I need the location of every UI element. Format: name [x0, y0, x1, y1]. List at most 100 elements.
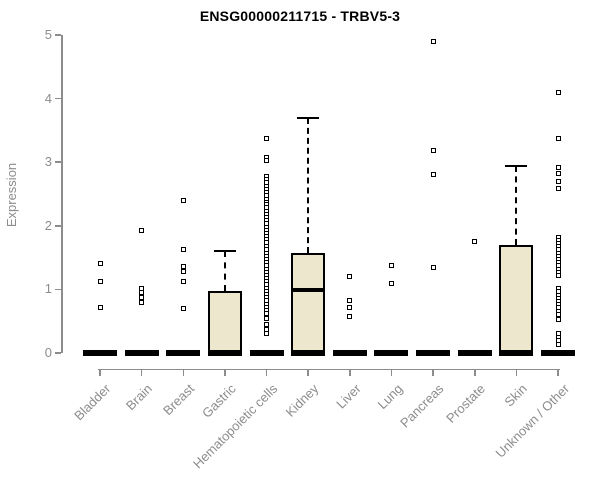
outlier-point: [264, 330, 270, 336]
outlier-point: [555, 317, 561, 323]
box-skin: [499, 244, 534, 353]
zero-median-bar-kidney: [291, 350, 326, 356]
outlier-point: [139, 227, 145, 233]
x-axis-label-gastric: Gastric: [198, 381, 239, 421]
x-tick-mark: [515, 369, 518, 376]
outlier-point: [555, 170, 561, 176]
zero-median-bar-breast: [166, 350, 201, 356]
outlier-point: [555, 178, 561, 184]
x-tick-mark: [265, 369, 268, 376]
y-tick-label: 0: [44, 345, 52, 360]
median-kidney: [291, 288, 326, 293]
y-tick-mark: [55, 288, 61, 291]
y-tick-mark: [55, 352, 61, 354]
x-tick-mark: [307, 369, 309, 376]
x-tick-mark: [99, 369, 101, 376]
zero-median-bar-bladder: [83, 350, 117, 356]
x-tick-mark: [224, 369, 226, 376]
zero-median-bar-lung: [374, 350, 409, 356]
box-kidney: [291, 252, 326, 353]
zero-median-bar-hematopoietic-cells: [249, 350, 284, 356]
x-tick-mark: [140, 369, 143, 376]
whisker-gastric: [223, 251, 226, 292]
outlier-point: [139, 294, 145, 300]
x-axis-label-brain: Brain: [123, 381, 156, 414]
outlier-point: [180, 247, 186, 253]
outlier-point: [97, 304, 103, 310]
outlier-point: [472, 238, 478, 244]
outlier-point: [347, 314, 353, 320]
x-tick-mark: [557, 369, 559, 376]
outlier-point: [555, 165, 561, 171]
zero-median-bar-gastric: [207, 350, 242, 356]
y-tick-label: 2: [44, 217, 52, 233]
outlier-point: [555, 272, 561, 278]
zero-median-bar-prostate: [457, 350, 492, 356]
outlier-point: [180, 305, 186, 311]
y-tick-mark: [55, 97, 61, 100]
y-tick-label: 1: [44, 281, 52, 297]
outlier-point: [555, 186, 561, 192]
outlier-point: [264, 321, 270, 327]
zero-median-bar-pancreas: [416, 350, 451, 356]
y-tick-mark: [55, 34, 61, 36]
x-axis-label-bladder: Bladder: [71, 381, 114, 424]
outlier-point: [555, 312, 561, 318]
x-tick-mark: [390, 369, 393, 376]
x-axis-line: [98, 368, 561, 370]
whisker-skin: [515, 166, 518, 245]
x-axis-label-lung: Lung: [374, 381, 406, 413]
zero-median-bar-unknown-other: [541, 350, 576, 356]
outlier-point: [555, 342, 561, 348]
x-axis-label-pancreas: Pancreas: [397, 381, 447, 431]
y-axis-title: Expression: [4, 162, 19, 228]
y-axis-line: [61, 35, 63, 353]
outlier-point: [180, 269, 186, 275]
x-tick-mark: [182, 369, 185, 376]
x-axis-label-kidney: Kidney: [283, 381, 322, 420]
outlier-point: [180, 264, 186, 269]
x-axis-label-liver: Liver: [332, 381, 364, 412]
outlier-point: [388, 263, 394, 269]
zero-median-bar-brain: [124, 350, 159, 356]
outlier-point: [347, 305, 353, 311]
whisker-cap-gastric: [213, 250, 236, 253]
x-axis-label-prostate: Prostate: [443, 381, 489, 426]
y-tick-mark: [55, 225, 61, 227]
outlier-point: [388, 280, 394, 286]
outlier-point: [430, 171, 436, 177]
chart-title: ENSG00000211715 - TRBV5-3: [199, 8, 401, 24]
outlier-point: [264, 158, 270, 164]
outlier-point: [347, 298, 353, 304]
x-tick-mark: [349, 369, 351, 376]
outlier-point: [347, 274, 353, 280]
outlier-point: [430, 148, 436, 154]
box-gastric: [207, 291, 242, 353]
outlier-point: [430, 39, 436, 45]
x-tick-mark: [432, 369, 434, 376]
x-axis-label-breast: Breast: [159, 381, 197, 419]
outlier-point: [97, 260, 103, 266]
outlier-point: [97, 279, 103, 285]
y-tick-mark: [55, 161, 61, 163]
y-tick-label: 4: [44, 90, 52, 106]
zero-median-bar-liver: [332, 350, 367, 356]
outlier-point: [430, 265, 436, 271]
x-axis-label-skin: Skin: [501, 381, 531, 410]
x-axis-label-unknown-other: Unknown / Other: [492, 381, 572, 461]
outlier-point: [139, 299, 145, 305]
y-tick-label: 5: [44, 27, 52, 42]
whisker-kidney: [307, 118, 310, 253]
y-tick-label: 3: [44, 154, 52, 170]
outlier-point: [264, 315, 270, 321]
outlier-point: [180, 279, 186, 285]
outlier-point: [555, 90, 561, 96]
x-tick-mark: [474, 369, 476, 376]
outlier-point: [555, 135, 561, 141]
outlier-point: [180, 198, 186, 204]
whisker-cap-kidney: [297, 117, 320, 120]
outlier-point: [264, 135, 270, 141]
whisker-cap-skin: [505, 165, 528, 168]
zero-median-bar-skin: [499, 350, 534, 356]
